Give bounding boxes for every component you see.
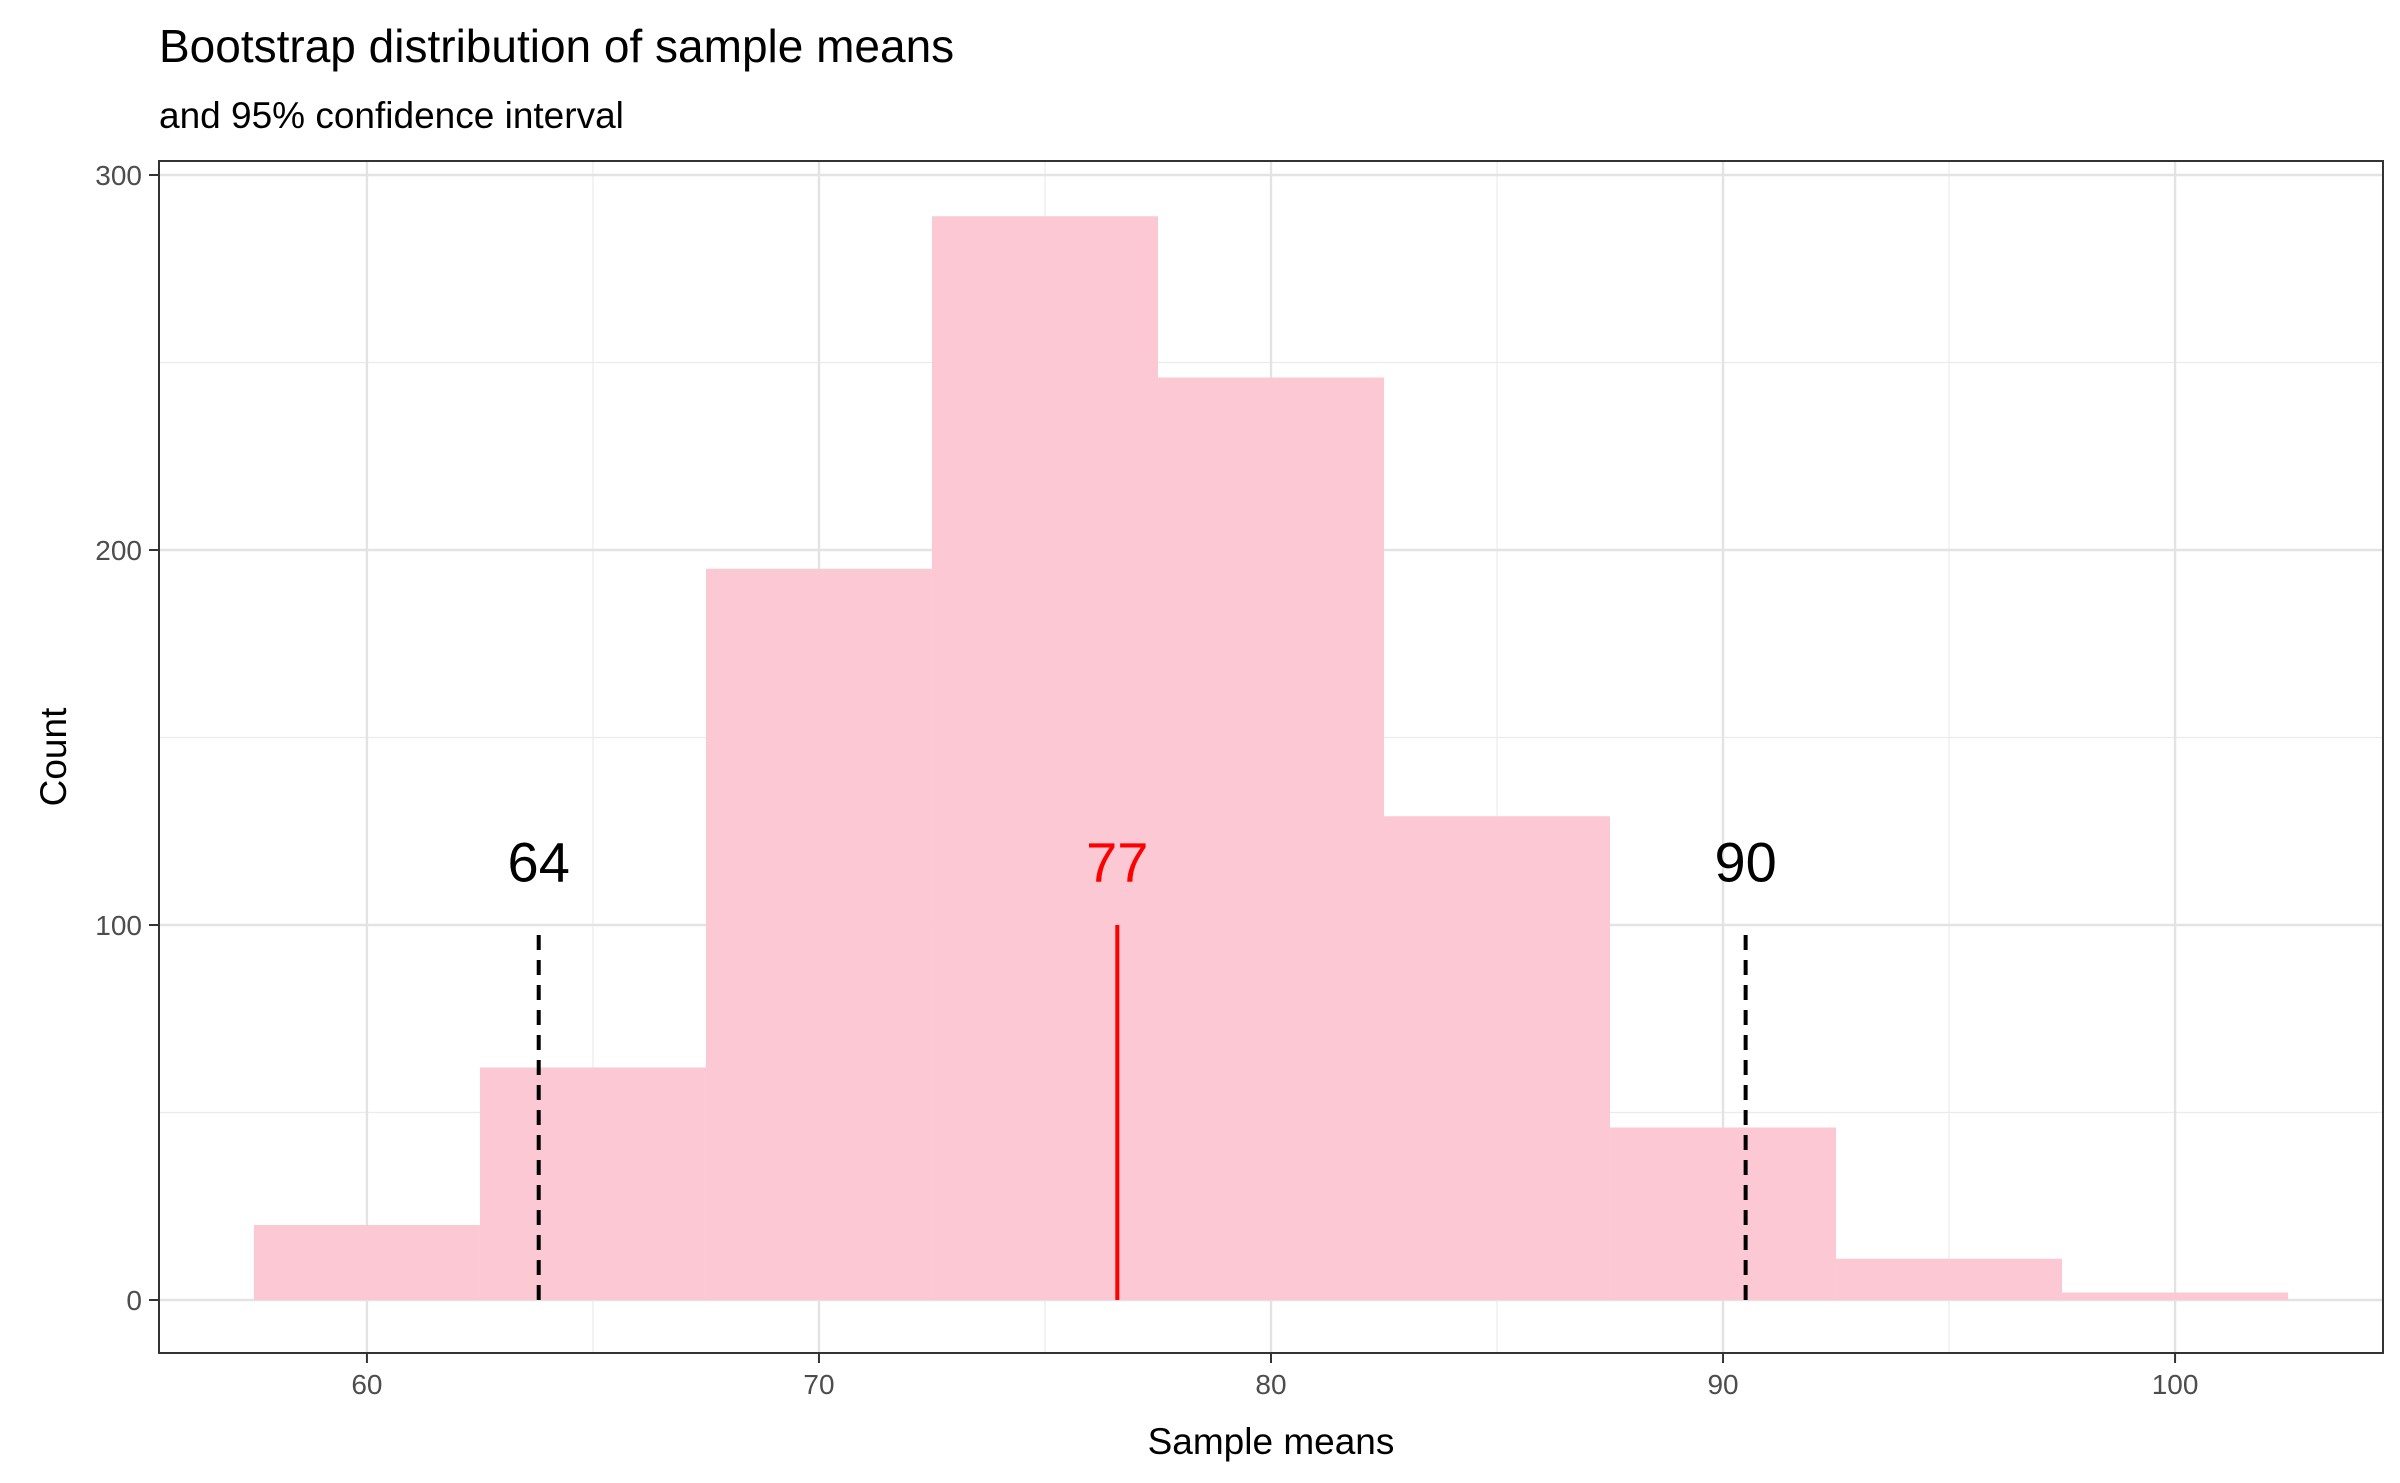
y-tick-label: 200 [95, 535, 142, 566]
histogram-bar [931, 216, 1158, 1300]
y-axis: 0 100 200 300 [95, 160, 159, 1316]
histogram-bars [253, 216, 2289, 1300]
x-axis-title: Sample means [1148, 1421, 1395, 1462]
upper-ci-label: 90 [1714, 830, 1776, 893]
x-axis: 60 70 80 90 100 [351, 1353, 2198, 1400]
reference-labels: 64 77 90 [508, 830, 1777, 893]
plot-panel: 64 77 90 [158, 160, 2384, 1354]
chart-title: Bootstrap distribution of sample means [159, 20, 954, 72]
mean-label: 77 [1086, 830, 1148, 893]
reference-lines [536, 925, 1748, 1300]
x-tick-label: 80 [1255, 1369, 1286, 1400]
x-tick-label: 60 [351, 1369, 382, 1400]
histogram-bar [479, 1067, 706, 1300]
y-tick-label: 100 [95, 910, 142, 941]
histogram-bar [1384, 816, 1611, 1300]
lower-ci-label: 64 [508, 830, 570, 893]
histogram-bar [1610, 1127, 1837, 1300]
x-tick-label: 100 [2152, 1369, 2199, 1400]
histogram-bar [2062, 1292, 2289, 1300]
x-tick-label: 90 [1707, 1369, 1738, 1400]
histogram-bar [1836, 1258, 2063, 1300]
y-axis-title: Count [33, 707, 74, 806]
x-tick-label: 70 [803, 1369, 834, 1400]
histogram-bar [705, 568, 932, 1300]
y-tick-label: 0 [126, 1285, 142, 1316]
chart-subtitle: and 95% confidence interval [159, 95, 624, 136]
histogram-bar [253, 1225, 480, 1300]
y-tick-label: 300 [95, 160, 142, 191]
histogram-bar [1157, 377, 1385, 1300]
